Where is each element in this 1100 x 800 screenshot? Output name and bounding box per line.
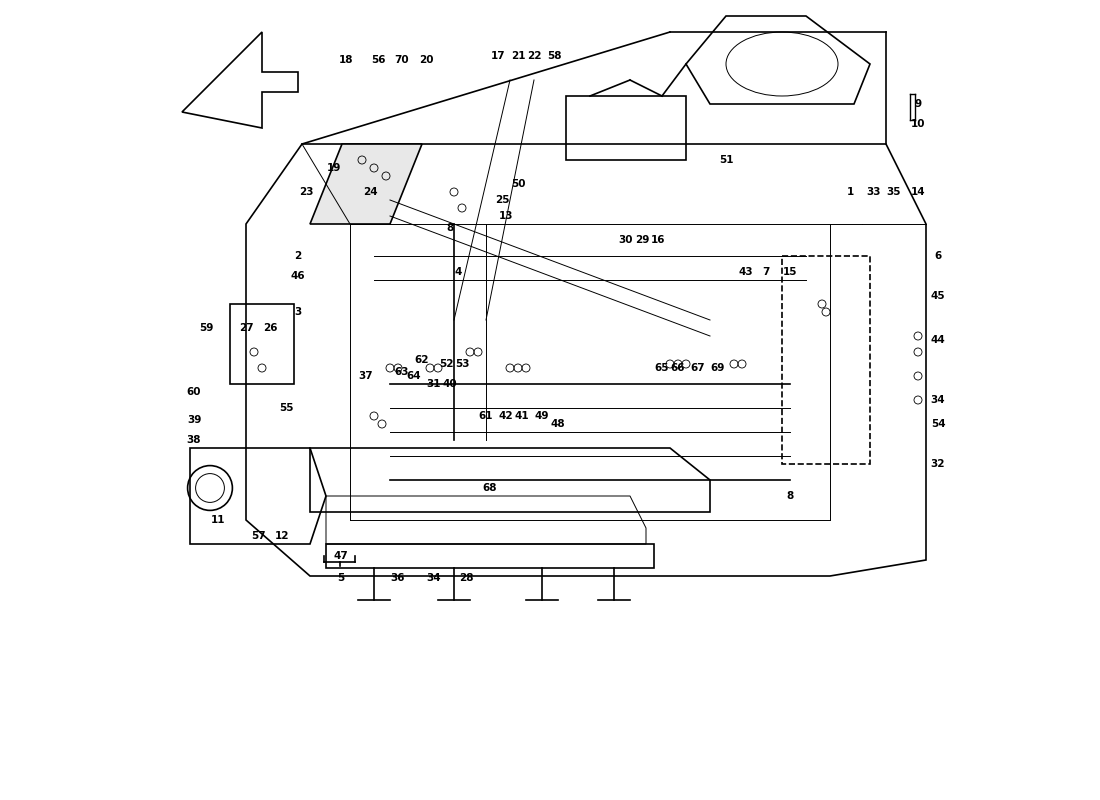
Text: 26: 26 xyxy=(263,323,277,333)
Text: 34: 34 xyxy=(931,395,945,405)
Text: 11: 11 xyxy=(211,515,226,525)
Text: 57: 57 xyxy=(251,531,265,541)
Text: 17: 17 xyxy=(491,51,505,61)
Text: 48: 48 xyxy=(551,419,565,429)
Text: 68: 68 xyxy=(483,483,497,493)
Text: 23: 23 xyxy=(299,187,314,197)
Text: 56: 56 xyxy=(371,55,385,65)
Text: 37: 37 xyxy=(359,371,373,381)
Text: 14: 14 xyxy=(911,187,925,197)
Polygon shape xyxy=(182,32,298,128)
Text: 16: 16 xyxy=(651,235,666,245)
Text: 51: 51 xyxy=(718,155,734,165)
Text: 31: 31 xyxy=(427,379,441,389)
Text: 63: 63 xyxy=(395,367,409,377)
Polygon shape xyxy=(310,144,422,224)
Text: 62: 62 xyxy=(415,355,429,365)
Text: 13: 13 xyxy=(498,211,514,221)
Text: 70: 70 xyxy=(395,55,409,65)
Text: 39: 39 xyxy=(187,415,201,425)
Text: 53: 53 xyxy=(454,359,470,369)
Text: 49: 49 xyxy=(535,411,549,421)
Text: 20: 20 xyxy=(419,55,433,65)
Text: 3: 3 xyxy=(295,307,301,317)
Text: 65: 65 xyxy=(654,363,669,373)
Text: 69: 69 xyxy=(711,363,725,373)
Text: 67: 67 xyxy=(691,363,705,373)
Text: 7: 7 xyxy=(762,267,770,277)
Text: 4: 4 xyxy=(454,267,462,277)
Text: 66: 66 xyxy=(671,363,685,373)
Text: 9: 9 xyxy=(914,99,922,109)
Text: 60: 60 xyxy=(187,387,201,397)
Text: 50: 50 xyxy=(510,179,526,189)
Text: 19: 19 xyxy=(327,163,341,173)
Text: 58: 58 xyxy=(547,51,561,61)
Text: 15: 15 xyxy=(783,267,798,277)
Text: 29: 29 xyxy=(635,235,649,245)
Text: 22: 22 xyxy=(527,51,541,61)
Text: 12: 12 xyxy=(275,531,289,541)
Text: 38: 38 xyxy=(187,435,201,445)
Text: 2: 2 xyxy=(295,251,301,261)
Text: 40: 40 xyxy=(442,379,458,389)
Text: 21: 21 xyxy=(510,51,526,61)
Text: 1: 1 xyxy=(846,187,854,197)
Text: 24: 24 xyxy=(363,187,377,197)
Text: 30: 30 xyxy=(618,235,634,245)
Text: 27: 27 xyxy=(239,323,253,333)
Text: 64: 64 xyxy=(407,371,421,381)
Text: 33: 33 xyxy=(867,187,881,197)
Text: 45: 45 xyxy=(931,291,945,301)
Text: 41: 41 xyxy=(515,411,529,421)
Text: 5: 5 xyxy=(337,573,344,582)
Text: 6: 6 xyxy=(934,251,942,261)
Text: 52: 52 xyxy=(439,359,453,369)
Text: 55: 55 xyxy=(278,403,294,413)
Text: 34: 34 xyxy=(427,573,441,582)
Text: 36: 36 xyxy=(390,573,405,582)
Text: 46: 46 xyxy=(290,271,306,281)
Text: 10: 10 xyxy=(911,119,925,129)
Text: 59: 59 xyxy=(199,323,213,333)
Text: 47: 47 xyxy=(333,551,348,561)
Text: 44: 44 xyxy=(931,335,945,345)
Text: 8: 8 xyxy=(786,491,793,501)
Text: 8: 8 xyxy=(447,223,453,233)
Text: 18: 18 xyxy=(339,55,353,65)
Text: 61: 61 xyxy=(478,411,493,421)
Text: 54: 54 xyxy=(931,419,945,429)
Text: 42: 42 xyxy=(498,411,514,421)
Text: 32: 32 xyxy=(931,459,945,469)
Text: 28: 28 xyxy=(459,573,473,582)
Text: 43: 43 xyxy=(739,267,754,277)
Text: 35: 35 xyxy=(887,187,901,197)
Text: 25: 25 xyxy=(495,195,509,205)
